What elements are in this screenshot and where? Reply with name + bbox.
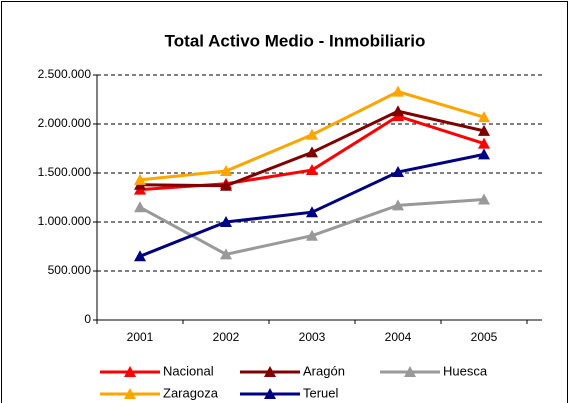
marker bbox=[306, 164, 318, 176]
marker bbox=[478, 124, 490, 136]
marker bbox=[478, 137, 490, 149]
marker bbox=[478, 148, 490, 160]
y-tick-label: 2.500.000 bbox=[38, 67, 92, 81]
legend-marker bbox=[404, 366, 416, 377]
marker bbox=[306, 229, 318, 241]
y-tick-label: 1.500.000 bbox=[38, 165, 92, 179]
legend-marker bbox=[264, 388, 276, 399]
x-tick-label: 2004 bbox=[385, 330, 412, 344]
marker bbox=[392, 199, 404, 211]
marker bbox=[220, 216, 232, 227]
marker bbox=[392, 105, 404, 117]
marker bbox=[478, 111, 490, 123]
marker bbox=[220, 179, 232, 191]
x-tick-label: 2001 bbox=[127, 330, 154, 344]
legend-label: Zaragoza bbox=[163, 385, 219, 400]
legend-marker bbox=[264, 366, 276, 377]
marker bbox=[306, 206, 318, 218]
marker bbox=[478, 193, 490, 205]
marker bbox=[306, 128, 318, 140]
marker bbox=[134, 250, 146, 262]
x-tick-label: 2005 bbox=[471, 330, 498, 344]
y-tick-label: 500.000 bbox=[48, 263, 92, 277]
chart-title: Total Activo Medio - Inmobiliario bbox=[165, 31, 426, 50]
marker bbox=[134, 201, 146, 213]
marker bbox=[220, 248, 232, 260]
x-tick-label: 2002 bbox=[213, 330, 240, 344]
x-tick-label: 2003 bbox=[299, 330, 326, 344]
marker bbox=[220, 165, 232, 177]
legend-label: Aragón bbox=[303, 363, 345, 378]
legend-label: Teruel bbox=[303, 385, 339, 400]
y-tick-label: 2.000.000 bbox=[38, 116, 92, 130]
legend-label: Nacional bbox=[163, 363, 214, 378]
marker bbox=[392, 166, 404, 178]
marker bbox=[392, 85, 404, 97]
legend-marker bbox=[124, 388, 136, 399]
legend-marker bbox=[124, 366, 136, 377]
marker bbox=[134, 173, 146, 185]
marker bbox=[306, 146, 318, 158]
y-tick-label: 0 bbox=[84, 312, 91, 326]
legend-label: Huesca bbox=[443, 363, 488, 378]
y-tick-label: 1.000.000 bbox=[38, 214, 92, 228]
